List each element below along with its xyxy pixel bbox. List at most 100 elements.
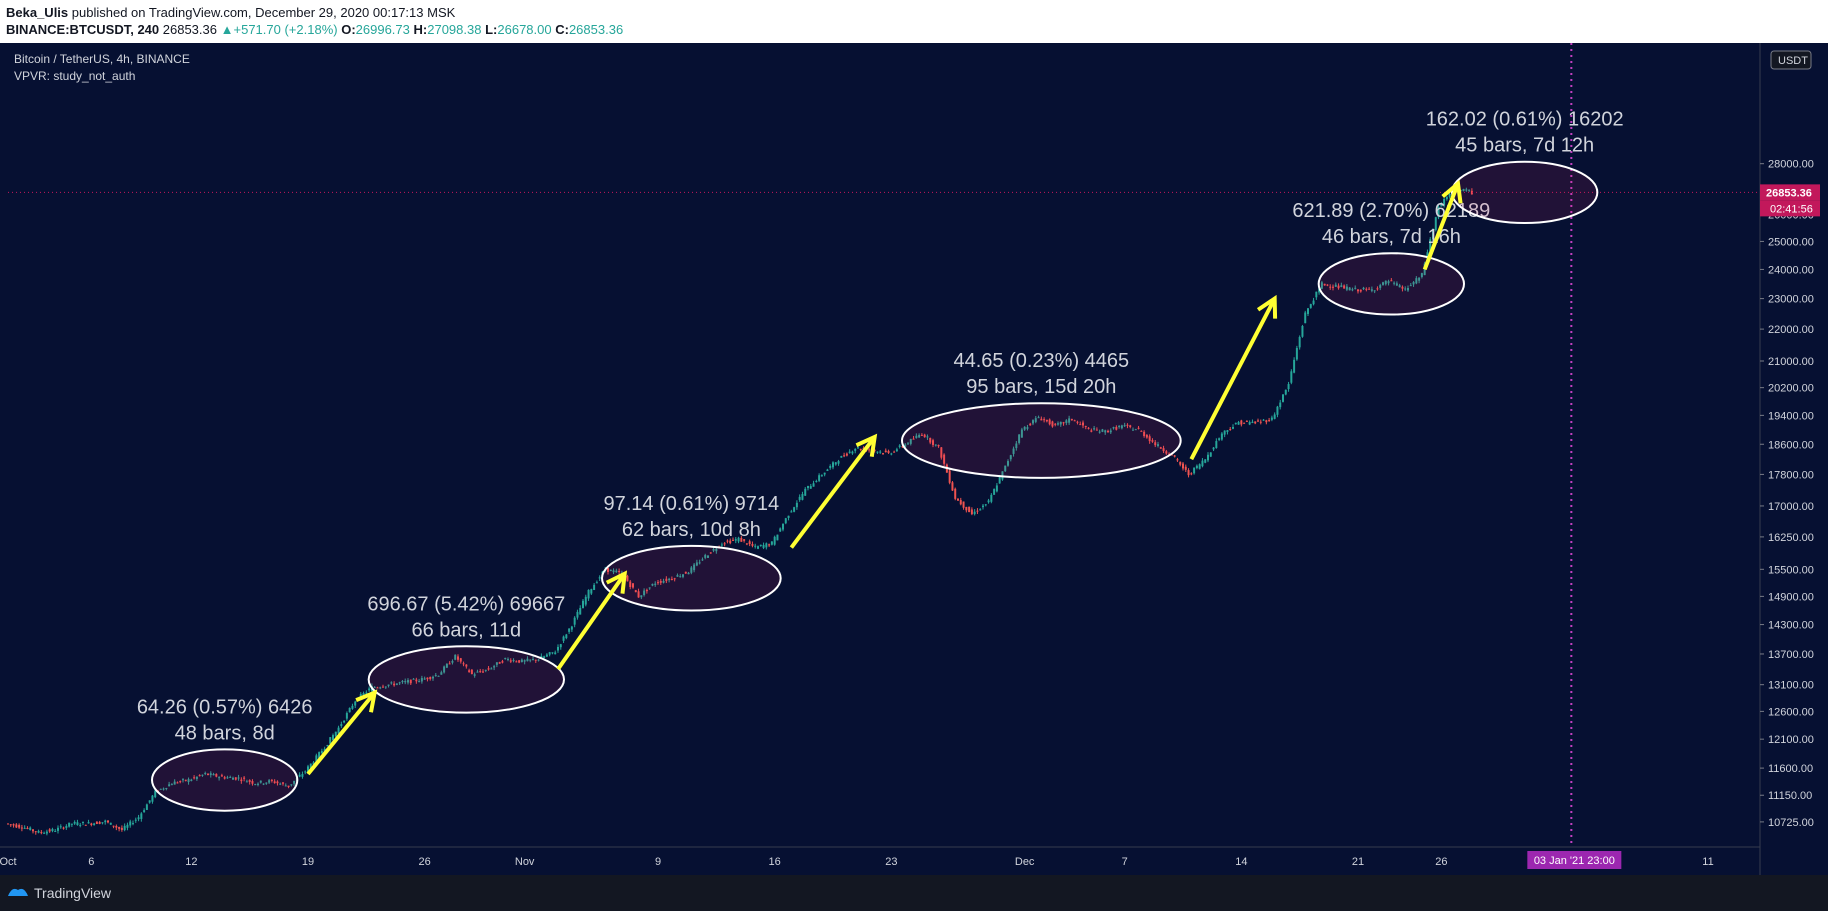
candle-body (465, 664, 468, 667)
candle-body (559, 644, 562, 648)
candle-body (409, 679, 412, 684)
candle-body (1079, 424, 1082, 426)
candle-body (148, 800, 151, 803)
author-name[interactable]: Beka_Ulis (6, 5, 69, 20)
candle-body (1334, 284, 1337, 287)
candle-body (1212, 447, 1215, 450)
candle-body (815, 481, 818, 483)
candle-body (1407, 287, 1409, 291)
candle-body (1445, 196, 1448, 200)
candle-body (415, 679, 418, 682)
candle-body (1282, 394, 1284, 402)
time-tick-label: 11 (1702, 856, 1713, 868)
candle-body (90, 823, 93, 826)
candle-body (854, 448, 857, 451)
candle-body (1226, 430, 1229, 433)
close-label: C: (555, 22, 569, 37)
candle-body (1376, 288, 1379, 290)
candle-body (43, 832, 46, 834)
high-label: H: (413, 22, 428, 37)
low-label: L: (485, 22, 498, 37)
candle-body (1295, 347, 1298, 360)
candle-body (593, 584, 596, 591)
candle-body (1237, 422, 1240, 425)
candle-body (418, 681, 421, 683)
candle-body (359, 694, 362, 698)
candle-body (273, 781, 276, 784)
candle-body (95, 821, 98, 825)
candle-body (1176, 459, 1179, 461)
candle-body (890, 453, 893, 455)
candle-body (1384, 280, 1387, 285)
candle-body (243, 777, 246, 779)
candle-body (1112, 427, 1115, 429)
candle-body (259, 780, 262, 783)
indicator-label[interactable]: VPVR: study_not_auth (14, 69, 136, 83)
candle-body (93, 823, 96, 825)
candle-body (587, 589, 590, 599)
trend-arrow-head (605, 570, 628, 594)
candle-body (937, 445, 940, 447)
candle-body (29, 827, 32, 830)
candle-body (698, 562, 701, 564)
chart-title[interactable]: Bitcoin / TetherUS, 4h, BINANCE (14, 52, 190, 66)
price-tick-label: 17000.00 (1768, 501, 1814, 513)
candle-body (629, 581, 632, 587)
candle-body (293, 780, 296, 784)
chart-area[interactable]: 10725.00 11150.00 11600.00 12100.00 12600.00… (0, 43, 1828, 875)
candle-body (557, 646, 559, 651)
candle-body (695, 562, 698, 566)
candle-body (234, 777, 237, 780)
candle-body (726, 540, 729, 542)
candle-body (270, 779, 273, 781)
candle-body (543, 656, 546, 659)
candle-body (648, 587, 651, 589)
price-chart[interactable]: 10725.00 11150.00 11600.00 12100.00 12600.00… (0, 43, 1828, 875)
candle-body (123, 825, 126, 831)
candle-body (137, 817, 140, 820)
range-duration-label: 48 bars, 8d (175, 722, 275, 744)
candle-body (612, 570, 615, 573)
candle-body (684, 571, 687, 574)
candle-body (1184, 466, 1187, 470)
candle-body (1276, 406, 1279, 415)
candle-body (334, 731, 337, 737)
candle-body (84, 824, 87, 826)
candle-body (1045, 419, 1048, 422)
candle-body (1098, 431, 1101, 433)
last-price-tag-label: 26853.36 (1766, 187, 1812, 199)
brand-name[interactable]: TradingView (34, 885, 112, 901)
candle-body (1379, 285, 1382, 288)
candle-body (1440, 203, 1443, 207)
candle-body (226, 777, 229, 779)
candle-body (118, 827, 121, 829)
candle-body (351, 705, 354, 709)
candle-body (159, 788, 162, 790)
candle-body (773, 536, 776, 545)
candle-body (998, 477, 1001, 484)
candle-body (459, 658, 462, 662)
candle-body (376, 687, 379, 689)
candle-body (262, 783, 265, 785)
candle-body (1251, 421, 1254, 423)
trend-arrow-head (855, 433, 878, 457)
candle-body (737, 537, 740, 542)
candle-body (365, 692, 368, 694)
candle-body (79, 824, 82, 826)
candle-body (212, 774, 215, 776)
price-tick-label: 28000.00 (1768, 159, 1814, 171)
range-duration-label: 62 bars, 10d 8h (622, 519, 761, 541)
candle-body (182, 779, 184, 781)
candle-body (893, 451, 896, 453)
candle-body (793, 507, 796, 512)
candle-body (34, 831, 37, 833)
candle-body (843, 455, 846, 457)
candle-body (1087, 427, 1090, 429)
candle-body (323, 748, 326, 753)
candle-body (1043, 419, 1046, 421)
candle-body (745, 543, 748, 545)
trend-arrow-shaft (789, 435, 877, 549)
candle-body (276, 781, 279, 784)
candle-body (920, 434, 923, 436)
candle-body (954, 488, 957, 499)
